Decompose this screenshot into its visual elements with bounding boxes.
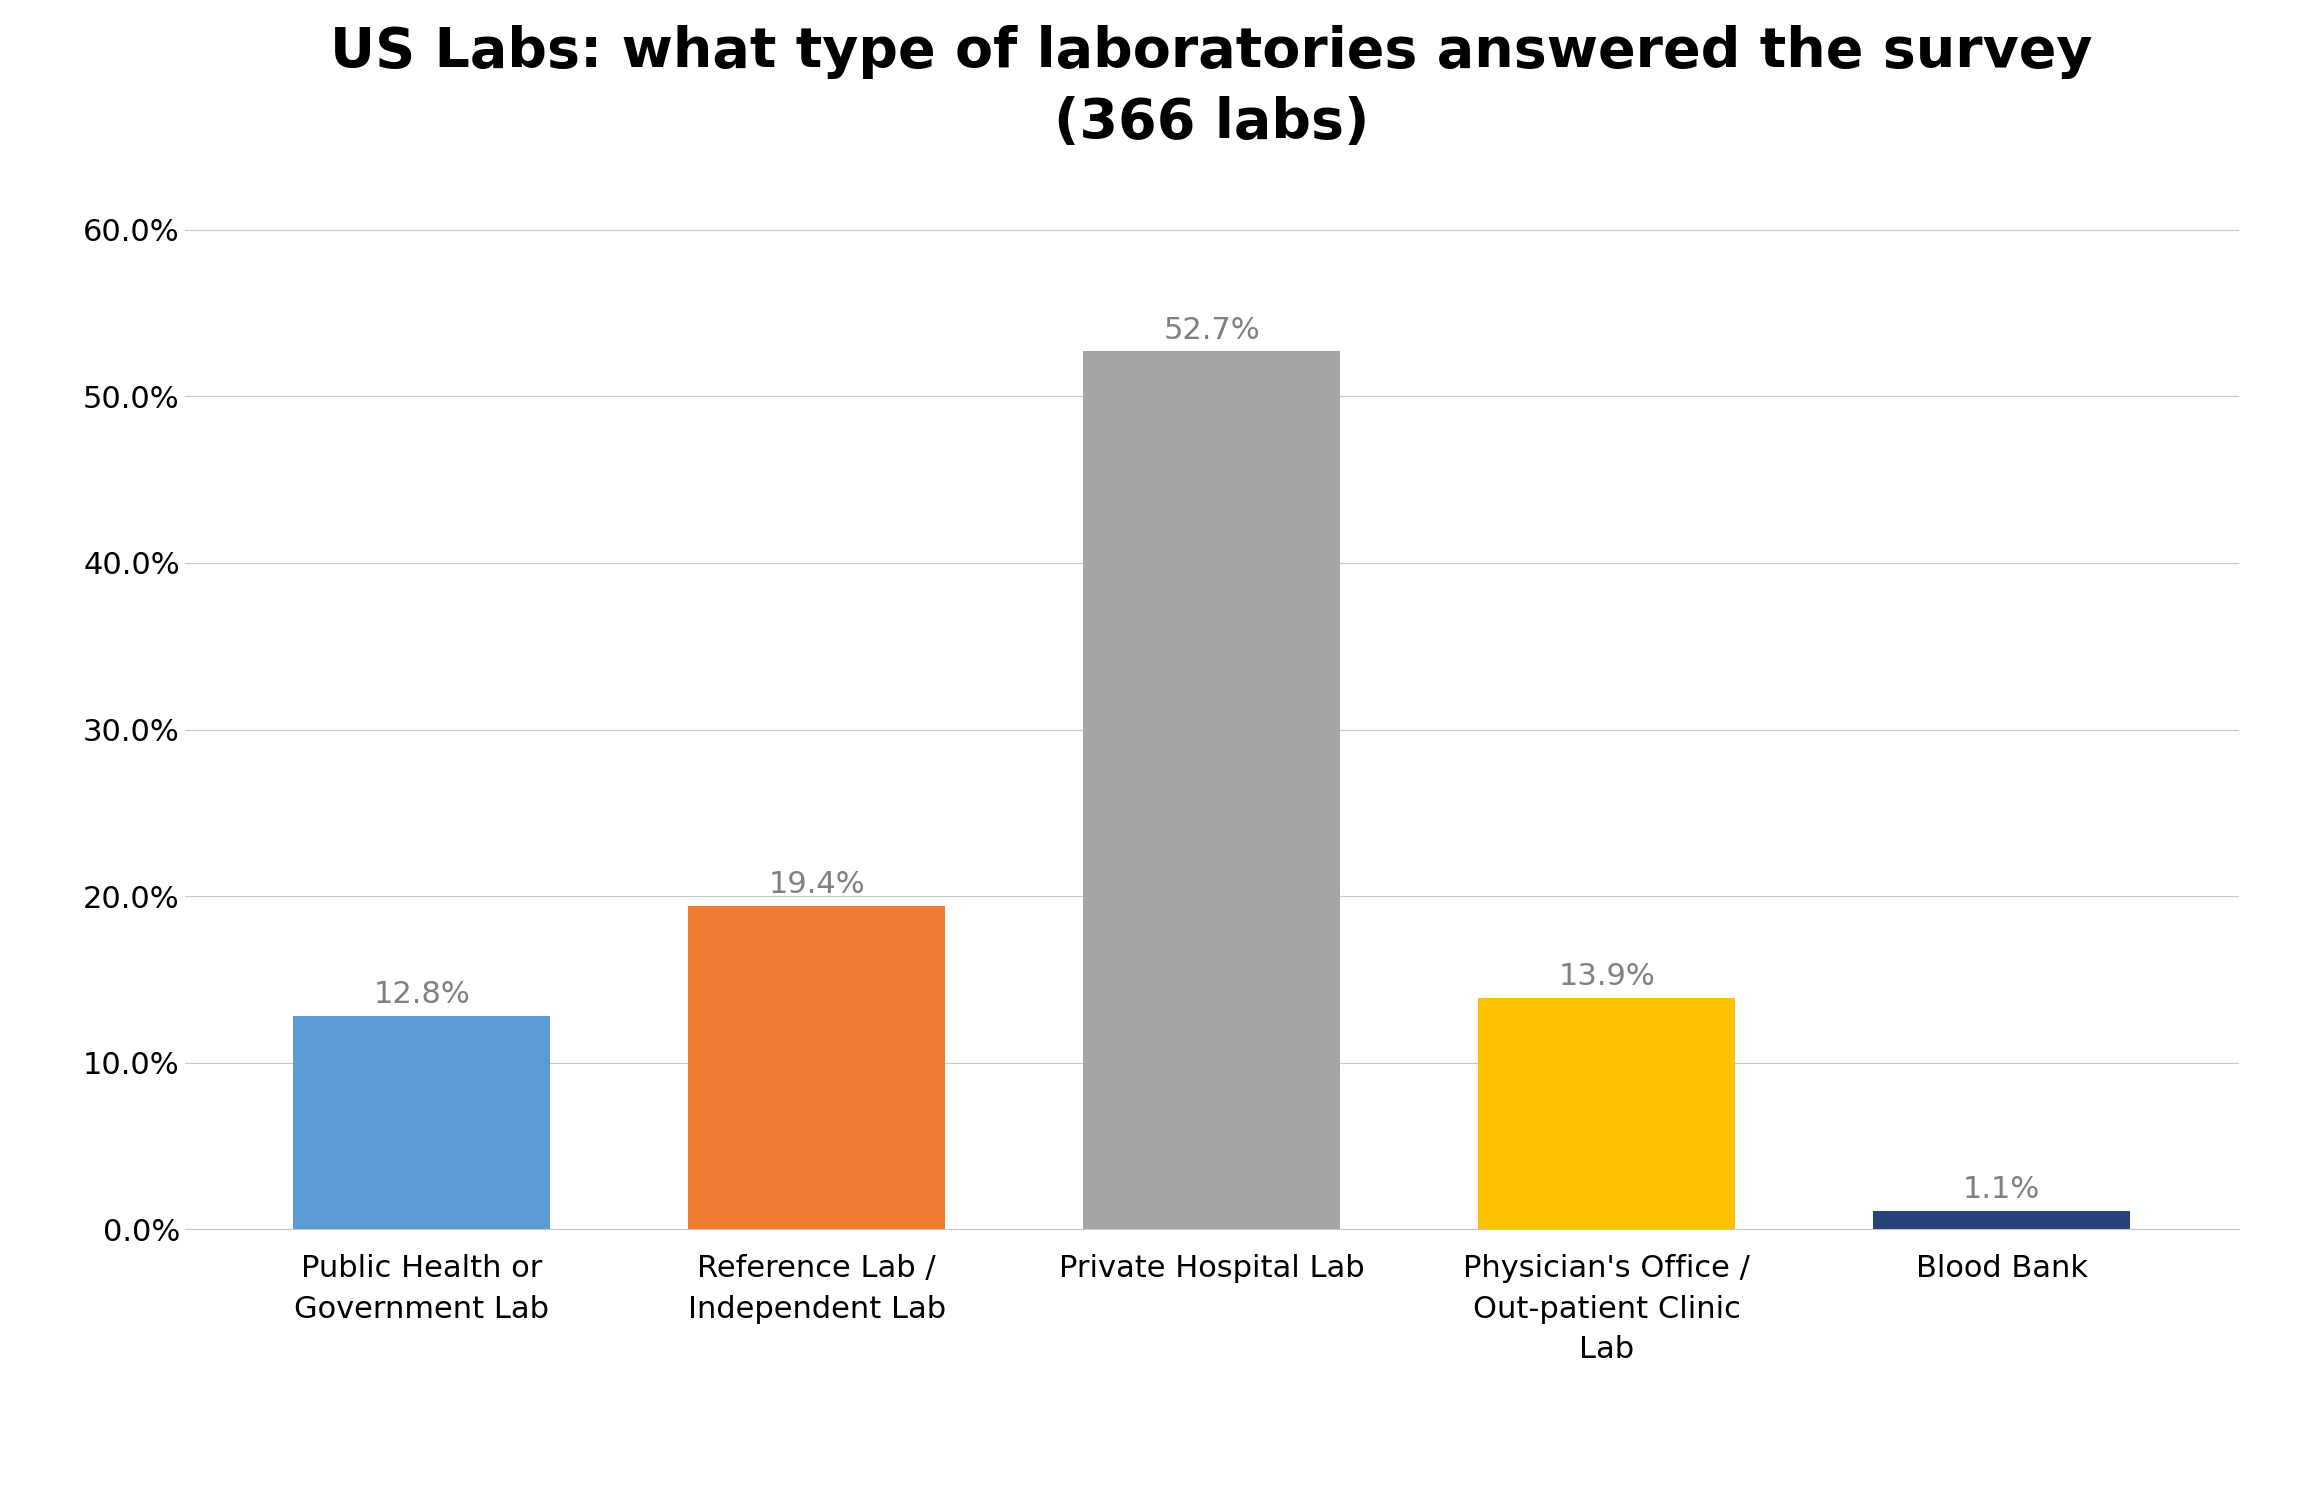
Bar — [1082, 351, 1341, 1229]
Bar — [1874, 1211, 2130, 1229]
Text: 1.1%: 1.1% — [1964, 1175, 2040, 1204]
Text: 13.9%: 13.9% — [1558, 962, 1655, 991]
Text: 12.8%: 12.8% — [374, 980, 471, 1009]
Bar — [688, 905, 944, 1229]
Bar — [293, 1016, 549, 1229]
Bar — [1479, 998, 1736, 1229]
Text: 19.4%: 19.4% — [769, 871, 866, 899]
Text: 52.7%: 52.7% — [1163, 316, 1260, 345]
Title: US Labs: what type of laboratories answered the survey
(366 labs): US Labs: what type of laboratories answe… — [330, 25, 2093, 150]
